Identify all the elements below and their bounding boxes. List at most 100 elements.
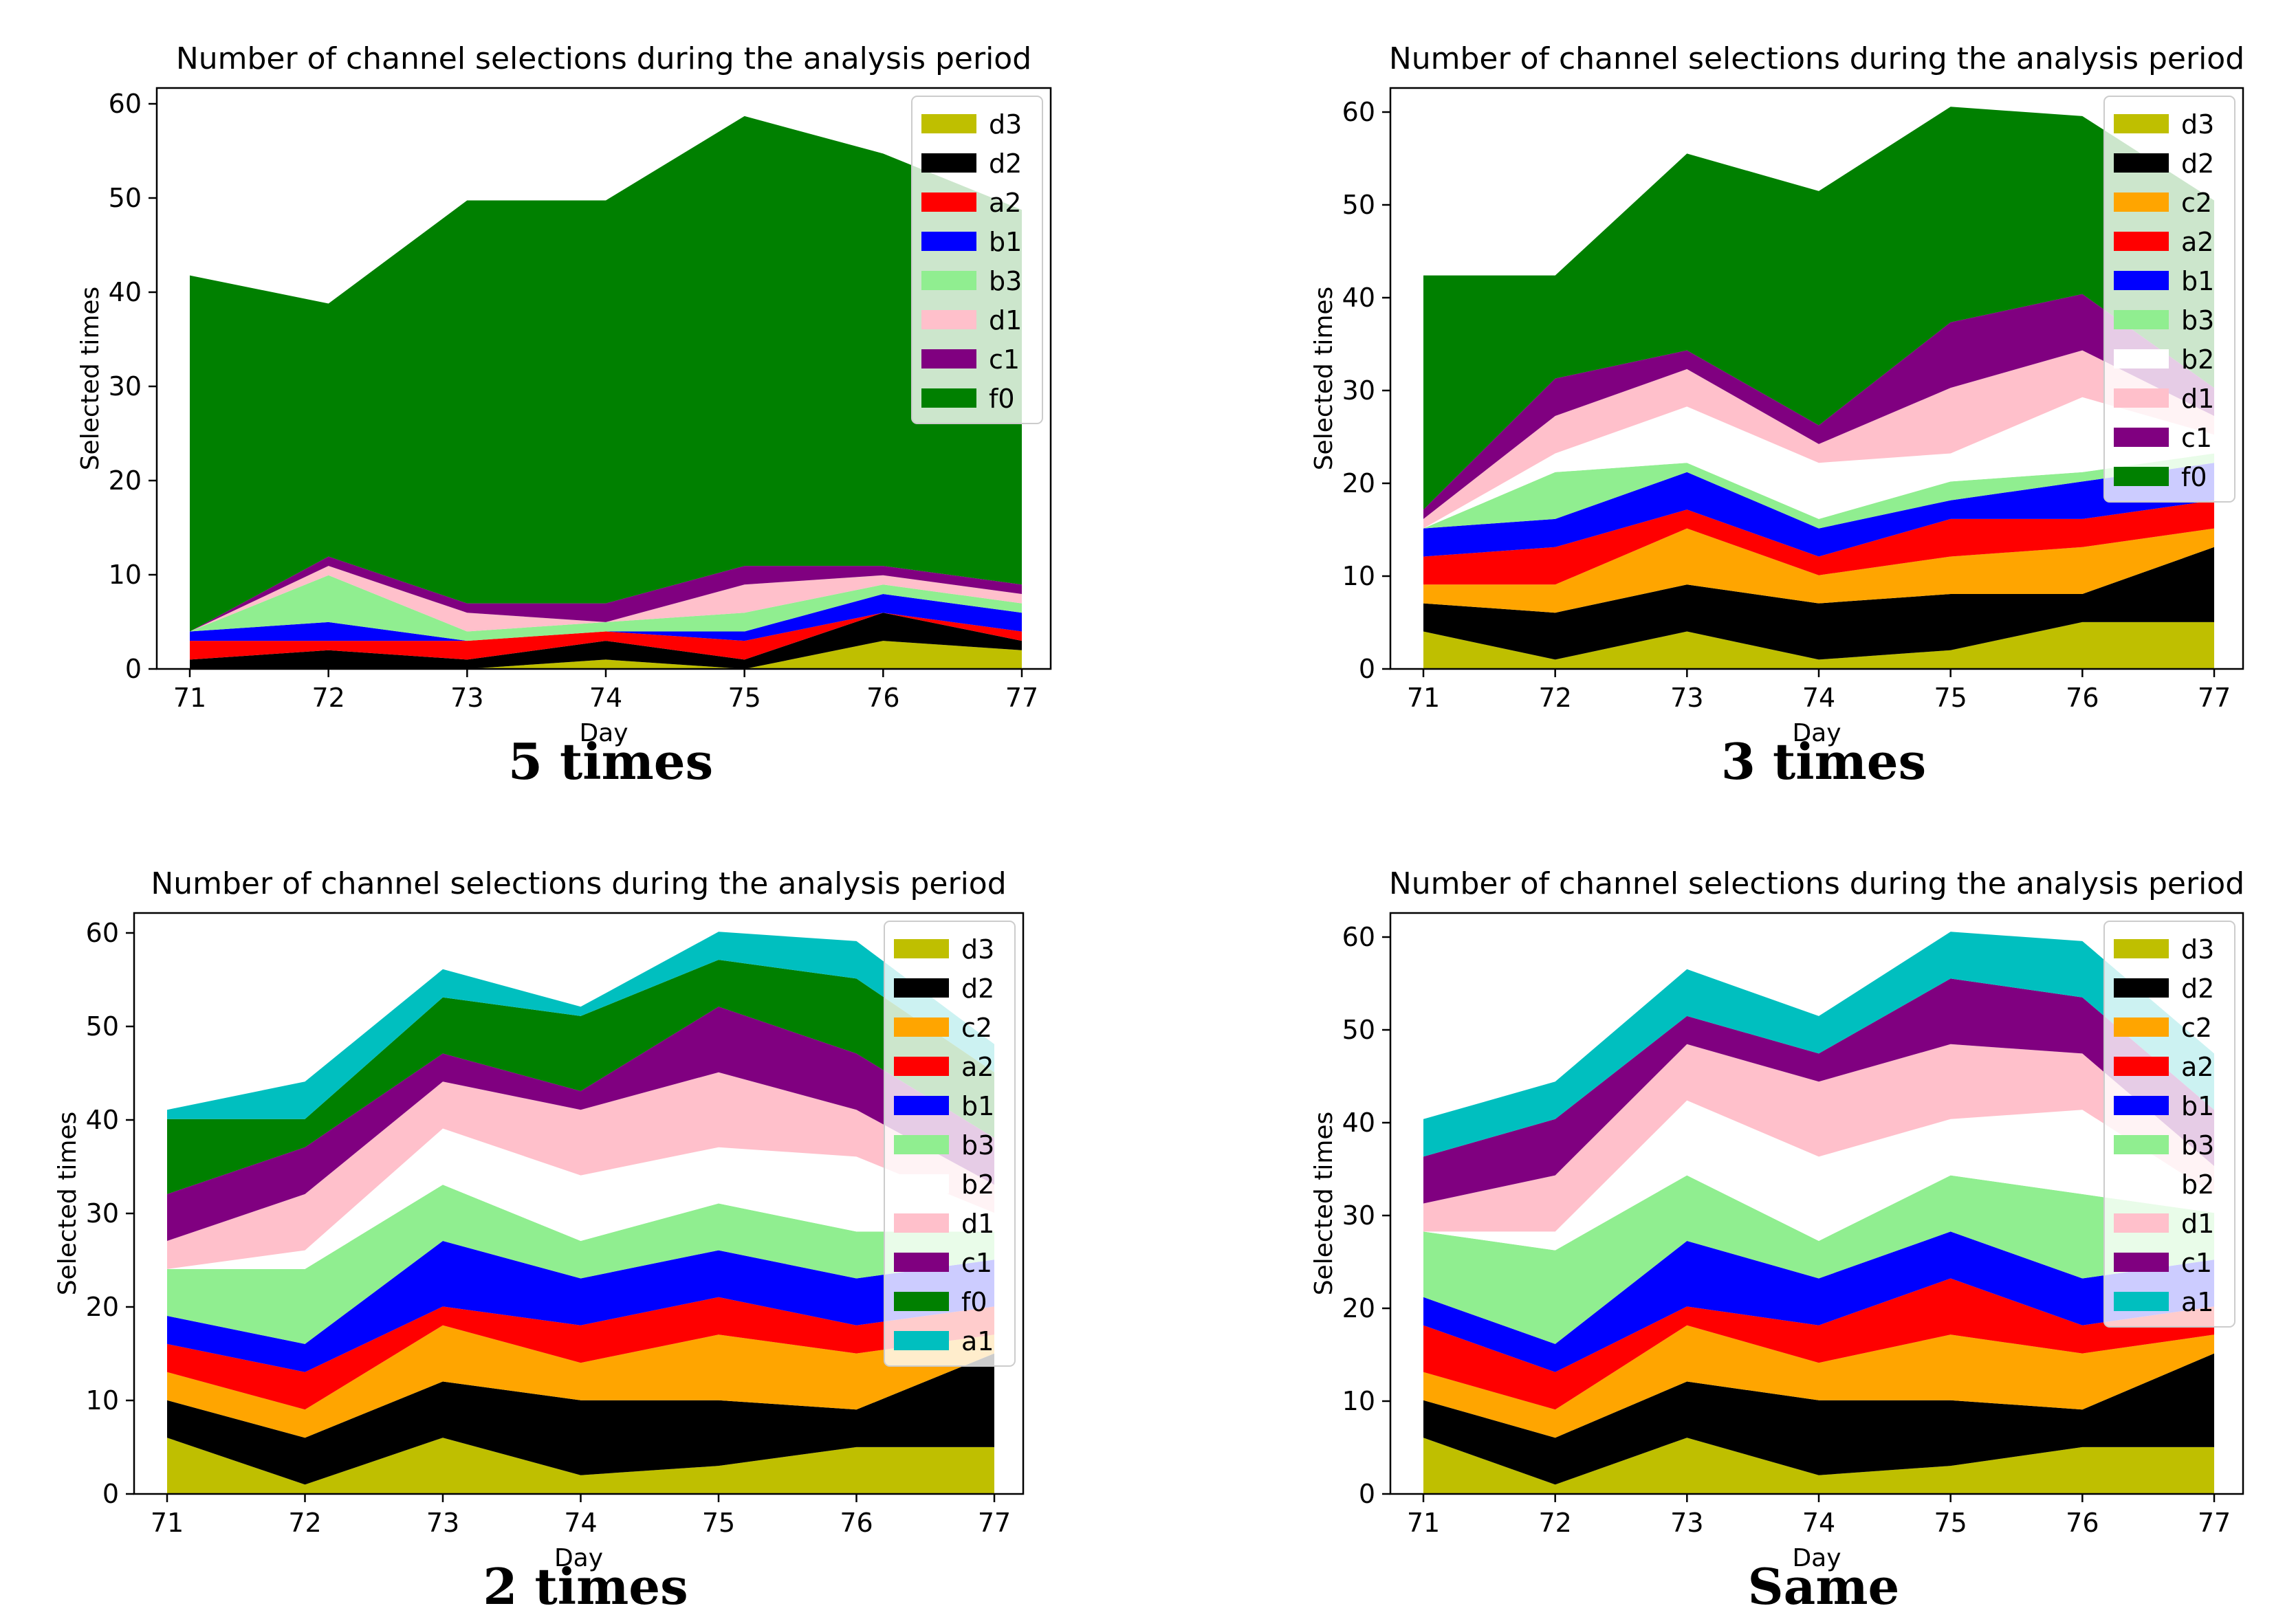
y-tick-label: 20 bbox=[109, 465, 142, 496]
x-tick-label: 74 bbox=[589, 683, 622, 713]
legend-swatch-b1 bbox=[894, 1096, 949, 1115]
area-f0 bbox=[190, 116, 1022, 632]
chart-panel-3: 0 10 20 30 40 50 60 71 72 73 74 75 76 77 Number of cha… bbox=[54, 866, 1025, 1616]
y-tick-label: 10 bbox=[1342, 1386, 1375, 1416]
y-tick-label: 50 bbox=[109, 183, 142, 213]
legend-label-b3: b3 bbox=[961, 1130, 994, 1160]
area-b1 bbox=[1423, 1231, 2214, 1372]
area-a1 bbox=[167, 932, 994, 1119]
area-c2 bbox=[1423, 528, 2214, 613]
legend-label-d1: d1 bbox=[2181, 1209, 2214, 1239]
area-d1 bbox=[1423, 1044, 2214, 1232]
legend-swatch-a2 bbox=[2114, 1057, 2169, 1076]
x-tick-label: 74 bbox=[1802, 683, 1835, 713]
area-f0 bbox=[1423, 107, 2214, 510]
legend-label-b3: b3 bbox=[2181, 305, 2214, 336]
x-tick-label: 74 bbox=[1802, 1508, 1835, 1538]
x-tick-label: 76 bbox=[2066, 1508, 2099, 1538]
legend-swatch-d1 bbox=[894, 1213, 949, 1233]
x-tick-label: 71 bbox=[1407, 1508, 1440, 1538]
legend-label-a2: a2 bbox=[989, 188, 1021, 218]
x-tick-label: 71 bbox=[151, 1508, 184, 1538]
legend-label-d2: d2 bbox=[2181, 148, 2214, 179]
axes-frame bbox=[1389, 87, 2244, 670]
chart-title: Number of channel selections during the … bbox=[151, 866, 1006, 901]
x-tick-label: 71 bbox=[1407, 683, 1440, 713]
y-axis-label: Selected times bbox=[76, 287, 105, 471]
area-b3 bbox=[167, 1185, 994, 1344]
area-a1 bbox=[1423, 932, 2214, 1157]
legend-swatch-f0 bbox=[921, 388, 976, 408]
area-a2 bbox=[167, 1297, 994, 1410]
x-tick-label: 77 bbox=[2198, 1508, 2231, 1538]
legend-label-f0: f0 bbox=[961, 1287, 987, 1317]
x-tick-label: 72 bbox=[311, 683, 345, 713]
chart-caption: 2 times bbox=[483, 1557, 688, 1616]
x-tick-label: 73 bbox=[1670, 1508, 1703, 1538]
area-b3 bbox=[190, 575, 1022, 641]
y-tick-label: 0 bbox=[1359, 1479, 1375, 1509]
y-axis-label: Selected times bbox=[1310, 287, 1338, 471]
y-tick-label: 30 bbox=[1342, 375, 1375, 406]
x-tick-label: 75 bbox=[1934, 683, 1967, 713]
legend-swatch-b2 bbox=[2114, 349, 2169, 368]
area-b1 bbox=[167, 1241, 994, 1372]
area-b1 bbox=[190, 594, 1022, 641]
area-b2 bbox=[167, 1128, 994, 1269]
area-b3 bbox=[1423, 453, 2214, 529]
area-d3 bbox=[1423, 1438, 2214, 1494]
legend-label-b2: b2 bbox=[961, 1169, 994, 1200]
x-axis-label: Day bbox=[1792, 1544, 1841, 1572]
legend-swatch-a2 bbox=[2114, 232, 2169, 251]
area-c1 bbox=[1423, 294, 2214, 519]
y-tick-label: 50 bbox=[86, 1011, 119, 1042]
area-c1 bbox=[190, 556, 1022, 632]
chart-caption: 5 times bbox=[508, 732, 713, 791]
legend-label-d2: d2 bbox=[961, 974, 994, 1004]
legend-swatch-d3 bbox=[2114, 114, 2169, 133]
y-tick-label: 20 bbox=[1342, 468, 1375, 498]
legend-swatch-c2 bbox=[2114, 1018, 2169, 1037]
legend-swatch-c1 bbox=[2114, 428, 2169, 447]
legend-swatch-f0 bbox=[894, 1292, 949, 1311]
x-tick-label: 74 bbox=[564, 1508, 597, 1538]
y-tick-label: 0 bbox=[102, 1479, 119, 1509]
x-axis-label: Day bbox=[554, 1544, 603, 1572]
chart-title: Number of channel selections during the … bbox=[176, 41, 1031, 76]
y-tick-label: 30 bbox=[1342, 1200, 1375, 1231]
legend-label-b1: b1 bbox=[989, 227, 1022, 257]
legend-label-d1: d1 bbox=[961, 1209, 994, 1239]
legend-label-d3: d3 bbox=[961, 934, 994, 965]
legend-label-c2: c2 bbox=[2181, 1013, 2212, 1043]
chart-panel-4: 0 10 20 30 40 50 60 71 72 73 74 75 76 77 Number of cha… bbox=[1310, 866, 2244, 1616]
legend-label-a2: a2 bbox=[2181, 1052, 2213, 1082]
y-tick-label: 40 bbox=[1342, 283, 1375, 313]
x-tick-label: 76 bbox=[840, 1508, 873, 1538]
y-tick-label: 30 bbox=[109, 371, 142, 402]
chart-panel-1: 0 10 20 30 40 50 60 71 72 73 74 75 76 77 Number of cha… bbox=[76, 41, 1052, 791]
area-d1 bbox=[190, 566, 1022, 632]
legend-swatch-c2 bbox=[2114, 192, 2169, 212]
y-axis-label: Selected times bbox=[54, 1112, 82, 1296]
legend-label-b2: b2 bbox=[2181, 1169, 2214, 1200]
legend-box bbox=[911, 96, 1043, 424]
x-tick-label: 75 bbox=[728, 683, 761, 713]
legend-label-d3: d3 bbox=[2181, 109, 2214, 140]
legend-swatch-b3 bbox=[894, 1135, 949, 1154]
chart-caption: 3 times bbox=[1721, 732, 1926, 791]
legend-label-b3: b3 bbox=[2181, 1130, 2214, 1160]
legend-swatch-c1 bbox=[2114, 1253, 2169, 1272]
area-c1 bbox=[167, 1006, 994, 1241]
chart-title: Number of channel selections during the … bbox=[1389, 41, 2244, 76]
legend: d3 d2 c2 a2 b1 b3 b2 d1 c1 a1 bbox=[2103, 921, 2235, 1328]
x-tick-label: 77 bbox=[1005, 683, 1038, 713]
x-tick-label: 72 bbox=[288, 1508, 321, 1538]
legend-swatch-b1 bbox=[921, 232, 976, 251]
y-tick-label: 60 bbox=[109, 89, 142, 119]
legend-swatch-d2 bbox=[894, 978, 949, 998]
legend-swatch-b1 bbox=[2114, 1096, 2169, 1115]
chart-title: Number of channel selections during the … bbox=[1389, 866, 2244, 901]
y-tick-label: 10 bbox=[1342, 561, 1375, 591]
legend-swatch-c1 bbox=[921, 349, 976, 368]
area-c1 bbox=[1423, 978, 2214, 1204]
